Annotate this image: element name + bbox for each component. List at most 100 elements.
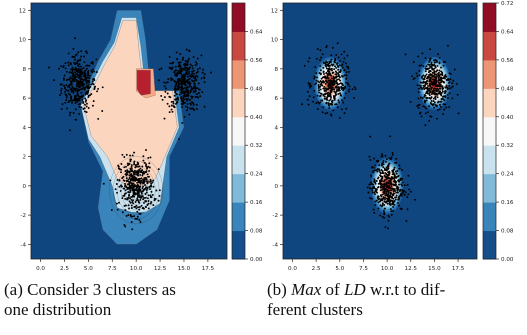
scatter-point	[419, 81, 422, 84]
colorbar-tick-label: 0.56	[250, 58, 263, 64]
scatter-point	[335, 73, 338, 76]
scatter-point	[80, 65, 82, 68]
scatter-point	[319, 88, 322, 91]
scatter-point	[440, 66, 442, 69]
scatter-point	[320, 99, 323, 102]
scatter-point	[307, 60, 310, 63]
scatter-point	[72, 112, 75, 114]
scatter-point	[387, 200, 390, 203]
scatter-point	[79, 102, 82, 105]
scatter-point	[141, 173, 144, 175]
scatter-point	[391, 151, 394, 154]
scatter-point	[422, 78, 425, 81]
scatter-point	[149, 156, 152, 159]
scatter-point	[132, 171, 135, 174]
scatter-point	[437, 88, 440, 91]
scatter-point	[382, 166, 385, 169]
scatter-point	[140, 204, 143, 207]
scatter-point	[347, 83, 350, 86]
scatter-point	[198, 67, 201, 70]
scatter-point	[166, 92, 169, 95]
scatter-point	[190, 85, 193, 88]
scatter-point	[421, 97, 424, 100]
scatter-point	[155, 189, 158, 192]
scatter-point	[425, 65, 428, 68]
scatter-point	[354, 88, 357, 91]
scatter-point	[383, 200, 386, 203]
scatter-point	[385, 190, 388, 193]
colorbar-frame	[482, 2, 497, 260]
scatter-point	[381, 172, 384, 175]
scatter-point	[87, 74, 90, 77]
scatter-point	[130, 186, 133, 189]
scatter-point	[139, 173, 142, 176]
scatter-point	[393, 173, 396, 176]
scatter-point	[195, 74, 198, 77]
scatter-point	[80, 75, 83, 78]
scatter-point	[369, 187, 372, 190]
scatter-point	[371, 191, 374, 194]
scatter-point	[77, 94, 79, 96]
colorbar-band	[232, 116, 245, 146]
scatter-point	[347, 67, 350, 70]
scatter-point	[379, 204, 382, 207]
scatter-point	[374, 189, 377, 192]
scatter-point	[396, 170, 399, 172]
scatter-point	[75, 100, 78, 103]
scatter-point	[394, 190, 397, 192]
scatter-point	[74, 108, 77, 111]
scatter-point	[334, 65, 336, 68]
scatter-point	[149, 202, 152, 205]
scatter-point	[72, 89, 75, 92]
scatter-point	[146, 167, 148, 170]
scatter-point	[123, 193, 126, 196]
scatter-point	[70, 82, 73, 85]
scatter-point	[175, 83, 178, 86]
scatter-point	[405, 220, 408, 223]
scatter-point	[71, 78, 74, 81]
scatter-point	[417, 91, 420, 94]
scatter-point	[428, 105, 431, 108]
scatter-point	[398, 195, 401, 198]
scatter-point	[423, 88, 426, 91]
scatter-point	[425, 99, 428, 102]
scatter-point	[117, 164, 120, 167]
scatter-point	[390, 176, 393, 178]
scatter-point	[327, 88, 329, 91]
scatter-point	[428, 78, 431, 81]
colorbar-tick-label: 0.24	[501, 172, 514, 178]
scatter-point	[400, 177, 403, 180]
scatter-point	[126, 171, 129, 173]
scatter-point	[146, 204, 149, 207]
scatter-point	[333, 68, 336, 71]
scatter-point	[129, 160, 132, 163]
scatter-point	[373, 166, 376, 169]
scatter-point	[186, 79, 189, 82]
scatter-point	[87, 72, 90, 75]
scatter-point	[83, 107, 86, 110]
scatter-point	[186, 75, 189, 78]
scatter-point	[127, 191, 130, 194]
scatter-point	[163, 96, 166, 99]
scatter-point	[181, 92, 184, 95]
scatter-point	[63, 86, 66, 89]
scatter-point	[192, 56, 195, 58]
scatter-point	[421, 52, 424, 55]
scatter-point	[86, 87, 89, 90]
scatter-point	[301, 103, 304, 106]
scatter-point	[101, 110, 104, 112]
scatter-point	[132, 177, 135, 180]
scatter-point	[392, 210, 395, 212]
scatter-point	[343, 97, 346, 100]
scatter-point	[396, 191, 399, 194]
scatter-point	[101, 86, 104, 89]
scatter-point	[319, 80, 322, 82]
figure-canvas: 0.0 2.5 5.0 7.5 10.0 12.5 15.0 17.5 -4 -2 0 2 4 6 8 10 1…	[19, 1, 514, 272]
scatter-point	[174, 91, 177, 94]
scatter-point	[63, 84, 65, 87]
scatter-point	[429, 80, 432, 83]
colorbar-tick-label: 0.56	[501, 58, 514, 64]
scatter-point	[441, 88, 444, 91]
scatter-point	[186, 73, 189, 75]
scatter-point	[393, 176, 396, 179]
